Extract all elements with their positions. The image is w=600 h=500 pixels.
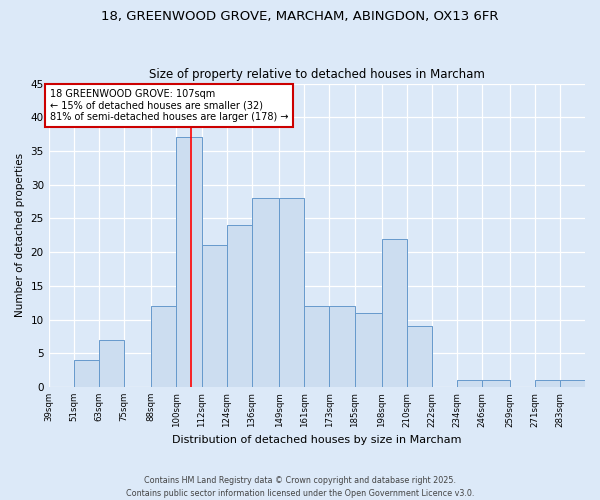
Bar [227, 225, 252, 387]
Bar [202, 246, 227, 387]
Bar [329, 306, 355, 387]
Bar [382, 238, 407, 387]
Bar [279, 198, 304, 387]
Bar [304, 306, 329, 387]
Bar [99, 340, 124, 387]
Bar [252, 198, 279, 387]
Bar [560, 380, 585, 387]
Text: 18, GREENWOOD GROVE, MARCHAM, ABINGDON, OX13 6FR: 18, GREENWOOD GROVE, MARCHAM, ABINGDON, … [101, 10, 499, 23]
Bar [457, 380, 482, 387]
Bar [74, 360, 99, 387]
Bar [355, 313, 382, 387]
Bar [151, 306, 176, 387]
Bar [407, 326, 432, 387]
Title: Size of property relative to detached houses in Marcham: Size of property relative to detached ho… [149, 68, 485, 81]
X-axis label: Distribution of detached houses by size in Marcham: Distribution of detached houses by size … [172, 435, 461, 445]
Text: Contains HM Land Registry data © Crown copyright and database right 2025.
Contai: Contains HM Land Registry data © Crown c… [126, 476, 474, 498]
Bar [176, 138, 202, 387]
Y-axis label: Number of detached properties: Number of detached properties [15, 153, 25, 318]
Bar [535, 380, 560, 387]
Bar [482, 380, 509, 387]
Text: 18 GREENWOOD GROVE: 107sqm
← 15% of detached houses are smaller (32)
81% of semi: 18 GREENWOOD GROVE: 107sqm ← 15% of deta… [50, 89, 288, 122]
